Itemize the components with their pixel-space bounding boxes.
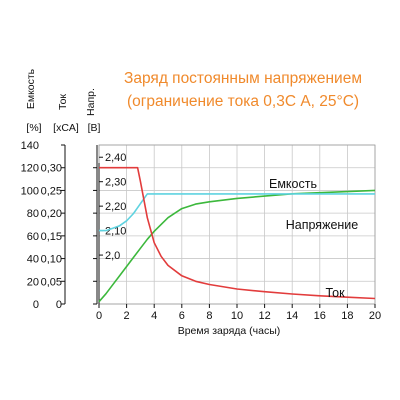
series-lines [98, 166, 376, 303]
capacity-axis-title: Емкость [25, 68, 37, 109]
series-line-2 [99, 166, 376, 300]
voltage-tick-label: 2,20 [105, 201, 126, 213]
series-label-2: Ток [325, 286, 345, 300]
capacity-tick-label: 100 [21, 185, 39, 197]
voltage-unit: [В] [88, 122, 101, 134]
chart-title-line-2: (ограничение тока 0,3C А, 25°C) [127, 93, 359, 110]
capacity-tick-label: 80 [27, 208, 39, 220]
x-tick-label: 20 [369, 310, 381, 322]
x-tick-label: 6 [179, 310, 185, 322]
labels: Емкость Ток Напр. [%] [хCA] [В] Емкость Напряже… [25, 68, 358, 300]
current-tick-label: 0,25 [41, 185, 62, 197]
current-tick-label: 0,15 [41, 231, 62, 243]
current-axis-title: Ток [57, 94, 69, 110]
series-line-1 [99, 193, 375, 232]
current-tick-label: 0 [56, 299, 62, 311]
capacity-tick-label: 140 [21, 140, 39, 152]
chart-title-line-1: Заряд постоянным напряжением [124, 70, 362, 87]
capacity-unit: [%] [26, 122, 41, 134]
x-tick-label: 12 [258, 310, 270, 322]
x-tick-label: 8 [206, 310, 212, 322]
capacity-tick-label: 40 [27, 254, 39, 266]
capacity-tick-label: 60 [27, 231, 39, 243]
capacity-tick-label: 120 [21, 163, 39, 175]
x-tick-label: 4 [151, 310, 157, 322]
voltage-tick-label: 2,0 [105, 250, 120, 262]
current-tick-label: 0,10 [41, 254, 62, 266]
axes: 02040608010012014000,050,100,150,200,250… [21, 140, 381, 337]
current-unit: [хCA] [53, 122, 79, 134]
x-tick-label: 16 [314, 310, 326, 322]
x-tick-label: 2 [124, 310, 130, 322]
capacity-tick-label: 20 [27, 276, 39, 288]
voltage-axis-title: Напр. [85, 88, 97, 116]
x-tick-label: 0 [96, 310, 102, 322]
capacity-tick-label: 0 [33, 299, 39, 311]
x-axis-title: Время заряда (часы) [178, 325, 281, 337]
current-tick-label: 0,20 [41, 208, 62, 220]
series-label-1: Напряжение [286, 218, 359, 232]
x-tick-label: 14 [286, 310, 298, 322]
x-tick-label: 10 [231, 310, 243, 322]
voltage-tick-label: 2,40 [105, 152, 126, 164]
voltage-tick-label: 2,30 [105, 177, 126, 189]
series-label-0: Емкость [269, 177, 317, 191]
x-tick-label: 18 [341, 310, 353, 322]
current-tick-label: 0,05 [41, 276, 62, 288]
current-tick-label: 0,30 [41, 163, 62, 175]
